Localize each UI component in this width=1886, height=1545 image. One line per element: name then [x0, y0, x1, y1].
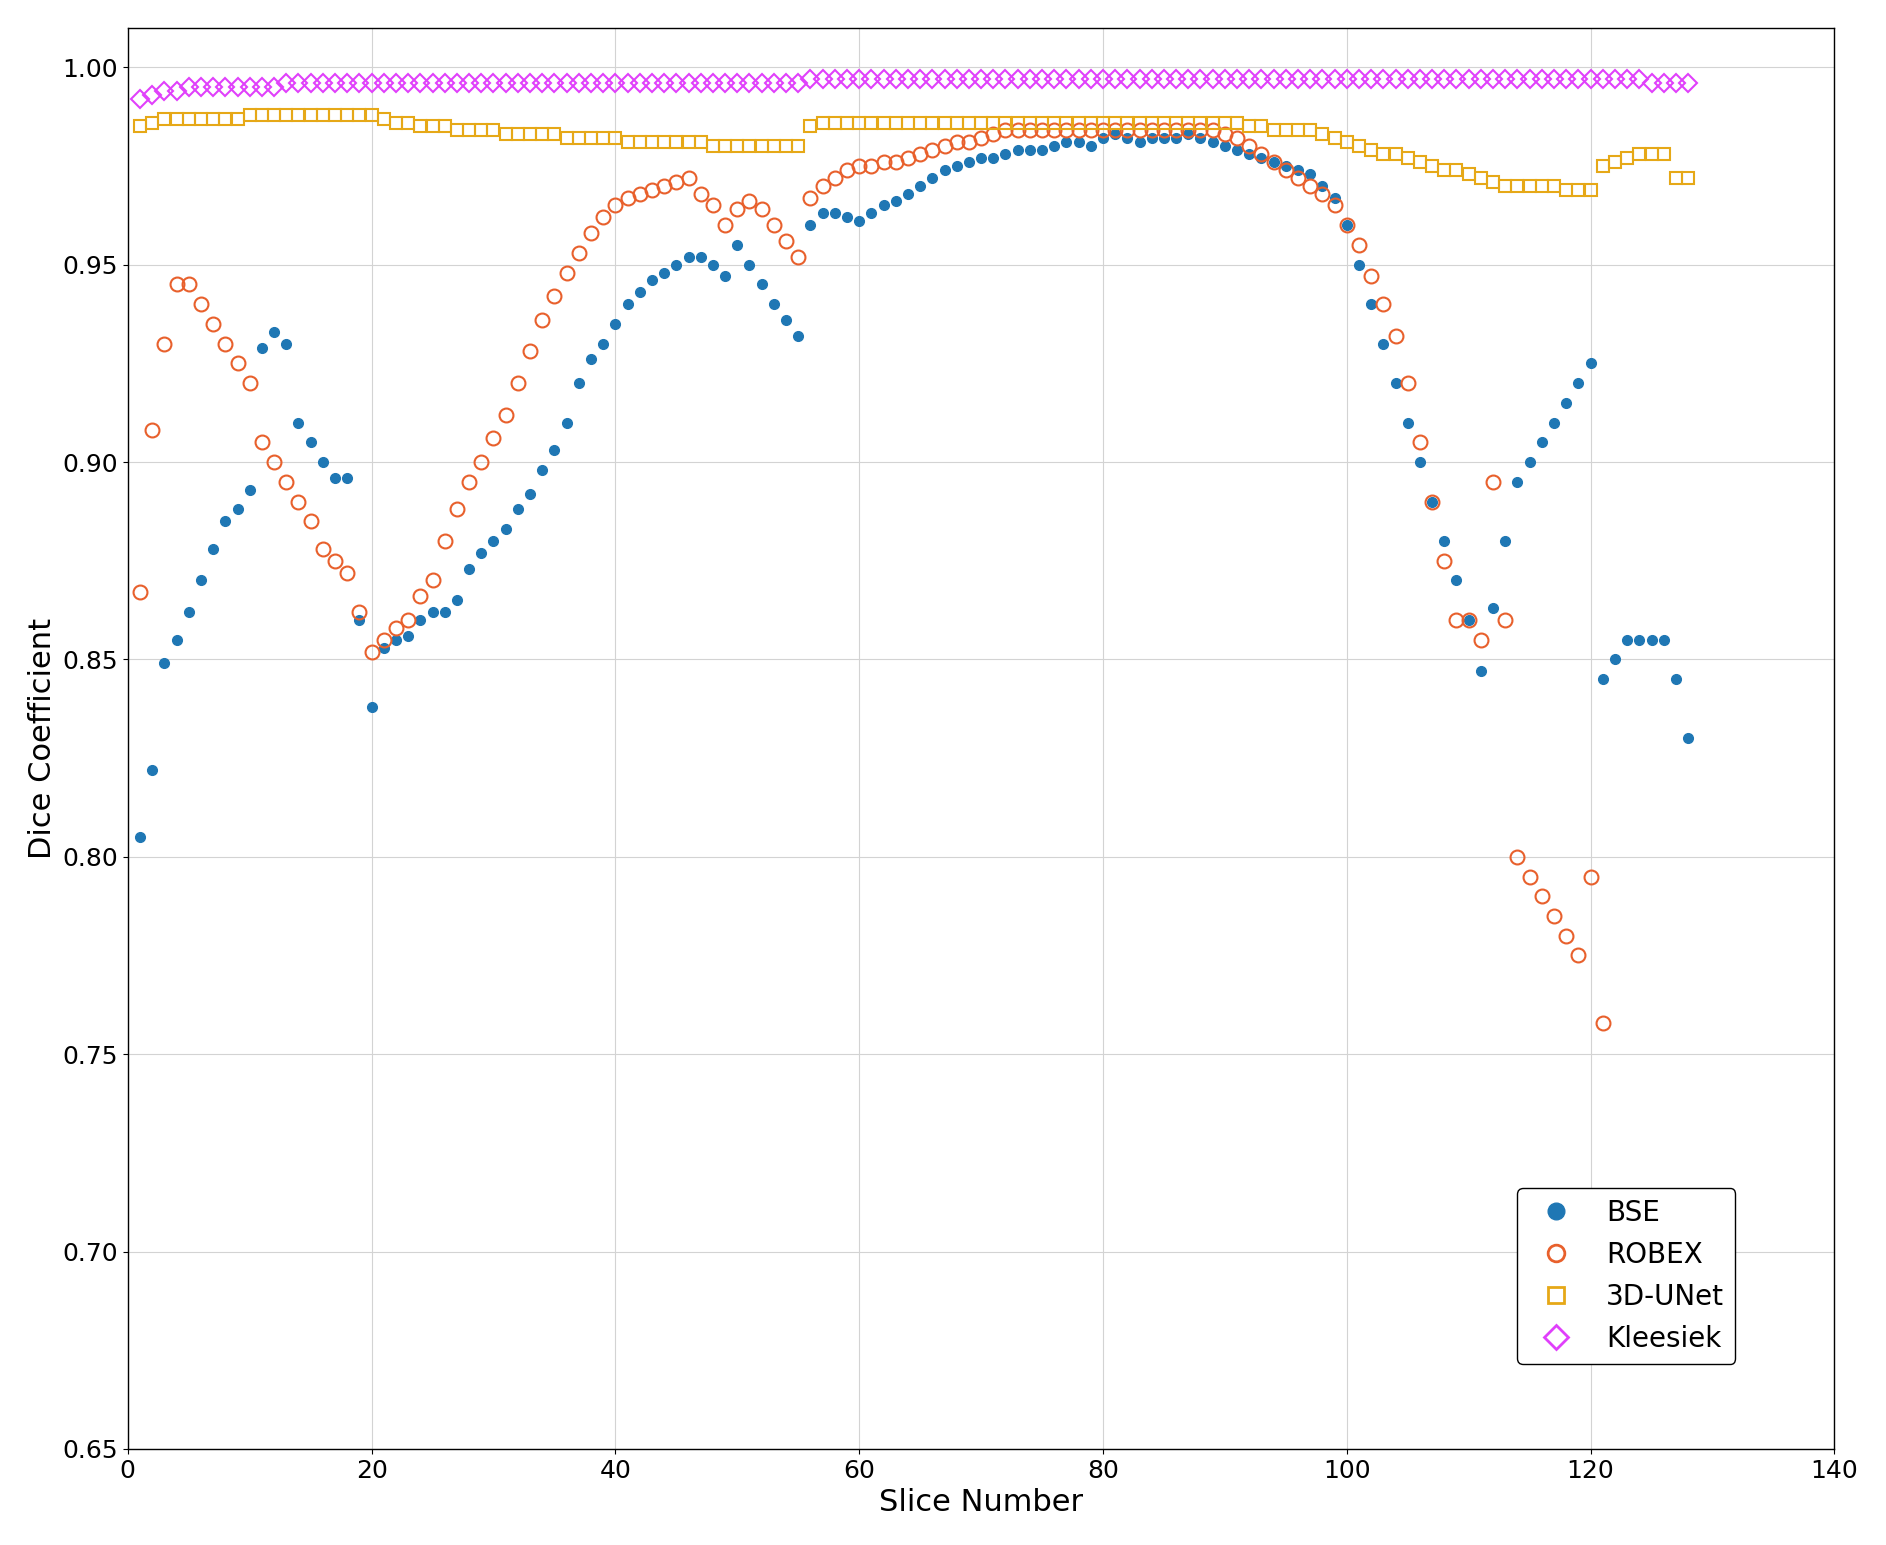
ROBEX: [1628, 1321, 1650, 1340]
BSE: [762, 295, 785, 314]
3D-UNet: [1628, 145, 1650, 164]
ROBEX: [934, 138, 956, 156]
BSE: [1677, 729, 1699, 748]
3D-UNet: [1469, 168, 1492, 187]
3D-UNet: [519, 125, 541, 144]
BSE: [507, 501, 530, 519]
Legend: BSE, ROBEX, 3D-UNet, Kleesiek: BSE, ROBEX, 3D-UNet, Kleesiek: [1516, 1188, 1735, 1364]
Y-axis label: Dice Coefficient: Dice Coefficient: [28, 618, 57, 859]
Line: 3D-UNet: 3D-UNet: [134, 108, 1694, 196]
3D-UNet: [713, 138, 736, 156]
Line: Kleesiek: Kleesiek: [134, 73, 1694, 105]
Kleesiek: [1677, 74, 1699, 93]
3D-UNet: [128, 117, 151, 136]
BSE: [702, 255, 724, 273]
Kleesiek: [800, 70, 822, 88]
BSE: [934, 161, 956, 179]
ROBEX: [994, 121, 1017, 139]
BSE: [128, 828, 151, 847]
ROBEX: [1603, 1321, 1626, 1340]
3D-UNet: [238, 105, 260, 124]
Line: ROBEX: ROBEX: [134, 124, 1696, 1338]
BSE: [1469, 661, 1492, 680]
3D-UNet: [1554, 181, 1577, 199]
3D-UNet: [945, 113, 968, 131]
Line: BSE: BSE: [136, 130, 1694, 842]
Kleesiek: [702, 74, 724, 93]
Kleesiek: [507, 74, 530, 93]
Kleesiek: [945, 70, 968, 88]
Kleesiek: [128, 90, 151, 108]
3D-UNet: [775, 138, 798, 156]
BSE: [1103, 125, 1126, 144]
Kleesiek: [1616, 70, 1639, 88]
3D-UNet: [1677, 168, 1699, 187]
ROBEX: [1469, 630, 1492, 649]
Kleesiek: [762, 74, 785, 93]
Kleesiek: [1469, 70, 1492, 88]
BSE: [1616, 630, 1639, 649]
ROBEX: [128, 582, 151, 601]
ROBEX: [762, 216, 785, 235]
X-axis label: Slice Number: Slice Number: [879, 1488, 1083, 1517]
ROBEX: [1677, 1321, 1699, 1340]
ROBEX: [507, 374, 530, 392]
ROBEX: [702, 196, 724, 215]
